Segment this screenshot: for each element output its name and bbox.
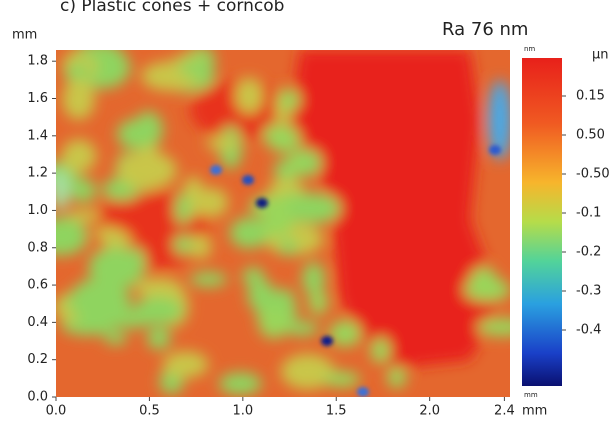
texture (477, 318, 526, 336)
y-tick-label: 1.2 (27, 166, 48, 181)
y-tick-label: 0.6 (27, 278, 48, 293)
x-tick-label: 0.5 (139, 404, 160, 419)
x-tick-label: 1.5 (326, 404, 347, 419)
chart-title: c) Plastic cones + corncob (60, 0, 284, 16)
colorbar (522, 58, 562, 386)
texture (61, 139, 96, 172)
texture (308, 290, 328, 315)
y-tick-label: 0.8 (27, 240, 48, 255)
texture (321, 336, 333, 346)
texture (387, 366, 406, 388)
texture (242, 175, 254, 185)
texture (235, 77, 263, 114)
texture (281, 354, 335, 390)
texture (117, 119, 156, 149)
colorbar-label: -0.3 (576, 284, 601, 299)
texture (70, 178, 96, 202)
x-axis-label: mm (522, 404, 547, 419)
texture (133, 296, 183, 324)
texture (206, 136, 238, 150)
colorbar-label: 0.50 (576, 128, 605, 143)
texture (279, 89, 300, 110)
y-tick-label: 1.4 (27, 128, 48, 143)
surface-map (35, 43, 526, 397)
texture (70, 280, 112, 323)
colorbar-label: 0.15 (576, 89, 605, 104)
texture (62, 78, 95, 120)
texture (210, 165, 222, 175)
texture (464, 278, 511, 302)
texture (175, 193, 191, 225)
y-tick-label: 0.4 (27, 315, 48, 330)
texture (118, 151, 177, 189)
texture (50, 170, 70, 210)
x-tick-label: 2.0 (419, 404, 440, 419)
colorbar-label: -0.50 (576, 167, 609, 182)
texture (489, 145, 501, 155)
y-tick-label: 1.6 (27, 91, 48, 106)
texture (287, 152, 307, 176)
annotation: Ra 76 nm (442, 19, 528, 40)
texture (147, 327, 171, 350)
colorbar-unit: mm (524, 391, 538, 399)
texture (329, 320, 362, 346)
texture (178, 60, 214, 77)
x-tick-label: 2.4 (494, 404, 515, 419)
x-tick-label: 1.0 (232, 404, 253, 419)
texture (261, 209, 293, 236)
chart: c) Plastic cones + corncob Ra 76 nm mm m… (0, 0, 609, 431)
y-axis-label: mm (12, 28, 37, 43)
x-tick-label: 0.0 (46, 404, 67, 419)
texture (104, 332, 127, 345)
y-tick-label: 0.0 (27, 390, 48, 405)
texture (77, 43, 120, 58)
colorbar-label: -0.2 (576, 245, 601, 260)
texture (127, 247, 146, 279)
texture (67, 210, 101, 222)
y-tick-label: 1.0 (27, 203, 48, 218)
texture (190, 235, 211, 259)
texture (302, 262, 325, 296)
texture (267, 126, 301, 153)
colorbar-label: -0.1 (576, 206, 601, 221)
colorbar-unit: nm (524, 45, 535, 53)
colorbar-label: -0.4 (576, 323, 601, 338)
texture (163, 351, 209, 378)
texture (357, 387, 369, 397)
texture (219, 372, 262, 395)
colorbar-unit: μn (592, 48, 609, 63)
texture (323, 371, 360, 387)
texture (256, 198, 268, 208)
texture (258, 307, 289, 339)
texture (190, 272, 228, 287)
y-tick-label: 1.8 (27, 54, 48, 69)
texture (93, 227, 123, 240)
texture (371, 337, 391, 363)
texture (279, 239, 299, 256)
y-tick-label: 0.2 (27, 352, 48, 367)
